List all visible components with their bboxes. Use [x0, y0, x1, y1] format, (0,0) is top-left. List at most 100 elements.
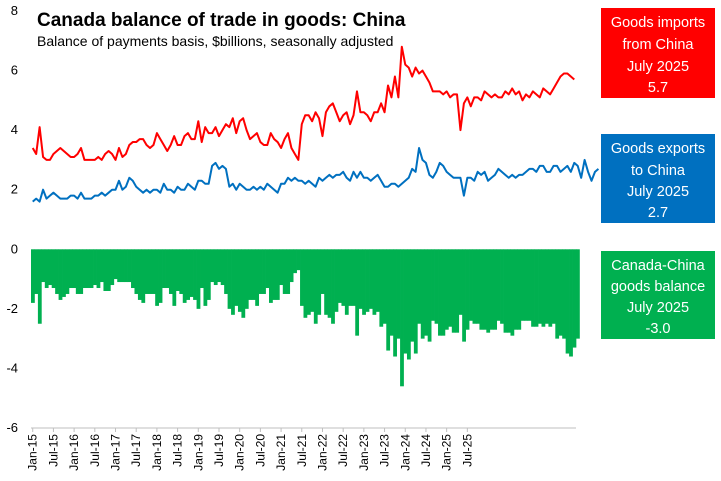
balance-bar [482, 249, 487, 330]
x-tick-label: Jul-20 [253, 434, 267, 467]
x-tick-label: Jan-19 [191, 434, 205, 471]
balance-bar [241, 249, 246, 318]
x-tick-label: Jan-25 [440, 434, 454, 471]
balance-bar [441, 249, 446, 336]
balance-bar [475, 249, 480, 324]
balance-bar [251, 249, 256, 300]
y-axis: -6 -4 -2 0 2 4 6 8 [6, 3, 18, 435]
x-tick-label: Jul-21 [295, 434, 309, 467]
balance-bar [75, 249, 80, 294]
balance-bar [517, 249, 522, 330]
balance-bar [375, 249, 380, 312]
x-tick-label: Jan-22 [315, 434, 329, 471]
balance-bar [541, 249, 546, 327]
balance-bar [44, 249, 49, 289]
y-tick-label: -4 [6, 360, 18, 375]
balance-bar [562, 249, 566, 339]
x-tick-label: Jan-17 [109, 434, 123, 471]
balance-bar [406, 249, 411, 360]
balance-bar [462, 249, 466, 342]
balance-bar [358, 249, 363, 309]
balance-bar [58, 249, 63, 300]
balance-bar [113, 249, 118, 280]
balance-bar [62, 249, 66, 297]
balance-bar [117, 249, 122, 283]
balance-bar [31, 249, 35, 303]
exports-annotation-line1: Goods exports [611, 141, 705, 157]
balance-bar [348, 249, 353, 306]
balance-bar [213, 249, 218, 286]
x-tick-label: Jan-23 [357, 434, 371, 471]
balance-bar [237, 249, 242, 312]
y-tick-label: 0 [11, 241, 18, 256]
balance-bar [231, 249, 235, 315]
balance-bar [451, 249, 456, 333]
balance-bar [289, 249, 294, 283]
balance-bar [106, 249, 111, 291]
balance-bar [168, 249, 173, 294]
balance-bar [551, 249, 556, 324]
balance-annotation-line1: Canada-China [611, 258, 705, 274]
balance-bar [82, 249, 87, 289]
balance-bar [220, 249, 225, 286]
x-tick-label: Jul-23 [378, 434, 392, 467]
balance-bar [465, 249, 470, 330]
balance-bar [286, 249, 291, 294]
balance-bar [93, 249, 97, 286]
balance-bar [444, 249, 449, 330]
balance-bar [96, 249, 101, 289]
balance-bar [472, 249, 477, 324]
balance-bar [520, 249, 525, 321]
balance-bar [137, 249, 142, 300]
exports-annotation-line3: July 2025 [627, 184, 689, 200]
x-tick-label: Jul-17 [129, 434, 143, 467]
x-tick-label: Jul-25 [460, 434, 474, 467]
balance-bar [365, 249, 370, 312]
balance-bar [179, 249, 184, 294]
balance-bar [158, 249, 163, 303]
balance-bar [99, 249, 104, 283]
balance-bar [155, 249, 159, 306]
balance-bar [334, 249, 339, 312]
balance-bar [303, 249, 308, 318]
exports-annotation-box: Goods exports to China July 2025 2.7 [601, 134, 715, 223]
balance-bar [496, 249, 501, 321]
balance-bar [306, 249, 311, 315]
balance-bar [534, 249, 539, 327]
balance-bar [103, 249, 108, 291]
balance-bar [189, 249, 194, 297]
balance-bar [144, 249, 149, 294]
exports-annotation-line2: to China [631, 163, 686, 179]
balance-bar [248, 249, 253, 300]
balance-bar [206, 249, 211, 300]
balance-bar [227, 249, 232, 309]
balance-bar [572, 249, 577, 348]
balance-bar [448, 249, 453, 327]
y-tick-label: 4 [11, 122, 18, 137]
x-tick-label: Jul-24 [419, 434, 433, 467]
balance-bar [393, 249, 397, 357]
balance-bar [269, 249, 273, 303]
balance-bar [503, 249, 508, 333]
exports-line [32, 147, 600, 203]
y-tick-label: 8 [11, 3, 18, 18]
balance-bar [413, 249, 418, 354]
balance-bar [344, 249, 349, 315]
balance-bar [427, 249, 432, 342]
balance-bar [196, 249, 201, 309]
balance-bar [486, 249, 491, 333]
imports-annotation-value: 5.7 [648, 80, 668, 96]
balance-bar [48, 249, 53, 286]
x-tick-label: Jul-18 [171, 434, 185, 467]
balance-bar [89, 249, 94, 289]
balance-bar [193, 249, 197, 300]
balance-bar [369, 249, 373, 309]
balance-bar [127, 249, 132, 283]
balance-bar [331, 249, 335, 324]
balance-bar [434, 249, 439, 324]
imports-annotation-line2: from China [623, 37, 695, 53]
balance-bar [182, 249, 187, 303]
balance-bar [41, 249, 46, 283]
x-tick-label: Jan-21 [274, 434, 288, 471]
imports-annotation-box: Goods imports from China July 2025 5.7 [601, 8, 715, 98]
